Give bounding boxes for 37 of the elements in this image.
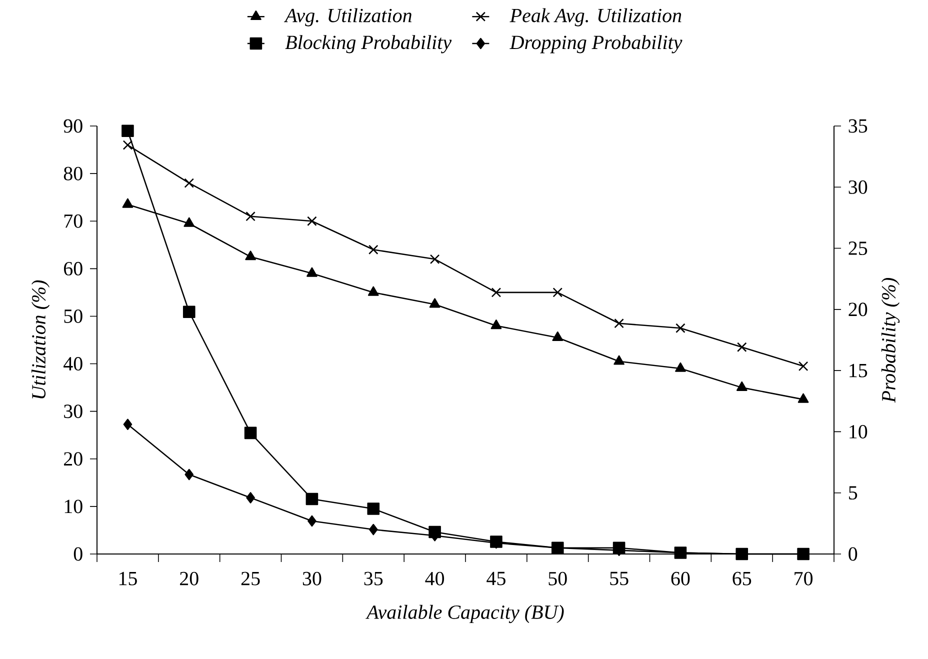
y-axis-title: Utilization (%): [31, 280, 50, 398]
y-tick-label: 20: [64, 452, 82, 466]
x-tick-label: 20: [180, 572, 198, 586]
y-tick-label: 50: [64, 309, 82, 323]
y-tick-label: 70: [64, 214, 82, 228]
y-tick-label: 80: [64, 166, 82, 180]
x-tick-label: 60: [671, 572, 690, 586]
legend-label: Blocking Probability: [285, 35, 452, 54]
y2-tick-label: 10: [850, 424, 868, 438]
x-tick-label: 55: [610, 572, 628, 586]
y-tick-label: 90: [64, 119, 82, 133]
legend-label: Peak Avg. Utilization: [510, 8, 682, 26]
y2-tick-label: 25: [848, 242, 868, 256]
x-tick-label: 45: [486, 572, 506, 586]
legend-label: Dropping Probability: [510, 35, 682, 54]
x-axis-title: Available Capacity (BU): [366, 604, 564, 624]
y2-tick-label: 15: [850, 364, 868, 378]
y2-axis-title: Probability (%): [881, 278, 900, 403]
y2-tick-label: 30: [848, 180, 868, 194]
x-tick-label: 50: [548, 572, 567, 586]
x-tick-label: 70: [794, 572, 813, 586]
y-tick-label: 0: [74, 547, 82, 561]
y-tick-label: 60: [64, 262, 82, 276]
y-tick-label: 10: [64, 500, 82, 514]
y2-tick-label: 5: [849, 486, 858, 500]
x-tick-label: 35: [364, 572, 383, 586]
x-tick-label: 25: [241, 572, 260, 586]
legend-label: Avg. Utilization: [284, 8, 412, 26]
y-tick-label: 40: [64, 357, 82, 371]
x-tick-label: 15: [119, 572, 137, 586]
y-tick-label: 30: [64, 404, 82, 418]
x-tick-label: 40: [425, 572, 444, 586]
x-tick-label: 65: [732, 572, 752, 586]
y2-tick-label: 35: [848, 119, 868, 133]
y2-tick-label: 0: [848, 547, 858, 561]
x-tick-label: 30: [302, 572, 322, 586]
y2-tick-label: 20: [848, 302, 868, 316]
